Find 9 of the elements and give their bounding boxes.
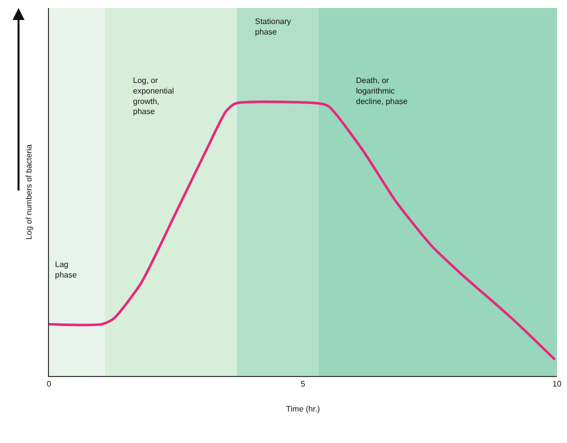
band-label: Lag phase (55, 260, 78, 280)
band-label: Log, or exponential growth, phase (133, 76, 174, 116)
x-tick-label: 5 (300, 380, 306, 389)
band-label: Stationary phase (255, 17, 292, 36)
x-tick-label: 0 (46, 380, 52, 389)
x-tick-label: 10 (552, 380, 562, 389)
band-label: Death, or logarithmic decline, phase (356, 76, 408, 106)
x-axis-title: Time (hr.) (286, 404, 320, 414)
y-axis-title: Log of numbers of bacteria (24, 144, 34, 240)
